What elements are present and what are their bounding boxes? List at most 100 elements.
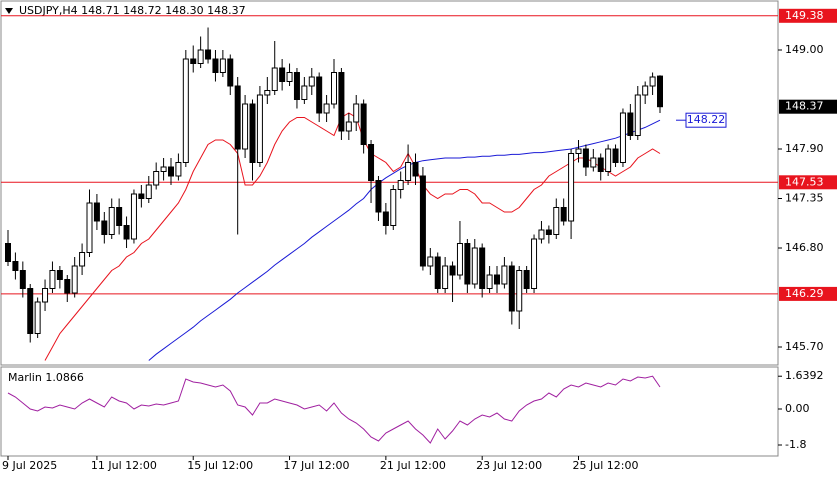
candle-body <box>627 112 634 136</box>
candle-body <box>345 121 352 132</box>
candle-body <box>553 207 560 235</box>
candle-body <box>501 265 508 285</box>
indicator-title: Marlin 1.0866 <box>8 371 84 384</box>
candle-body <box>412 162 419 177</box>
candle-body <box>34 301 41 334</box>
menu-triangle <box>5 8 13 14</box>
candle-body <box>523 270 530 289</box>
candle-body <box>382 211 389 226</box>
candle-body <box>568 153 575 222</box>
candle-body <box>5 243 11 262</box>
candle-body <box>531 238 538 289</box>
candle-body <box>464 243 471 285</box>
candle-body <box>116 207 123 226</box>
candle-body <box>397 180 404 190</box>
candle-body <box>271 67 278 91</box>
x-tick-label: 15 Jul 12:00 <box>187 459 253 472</box>
candle-body <box>642 85 649 96</box>
candle-body <box>108 207 115 235</box>
candle-body <box>449 265 456 276</box>
candle-body <box>479 247 486 289</box>
candle-body <box>286 72 293 82</box>
candle-body <box>442 265 449 289</box>
candle-body <box>123 225 130 240</box>
candle-body <box>634 94 641 136</box>
level-label: 149.38 <box>785 9 824 22</box>
y-tick-label: 147.35 <box>785 192 824 205</box>
candle-body <box>49 270 56 289</box>
level-label: 146.29 <box>785 287 824 300</box>
oscillator-line <box>7 375 661 444</box>
ma-label-box <box>685 112 727 128</box>
candle-body <box>256 94 263 163</box>
x-tick-label: 11 Jul 12:00 <box>91 459 157 472</box>
candle-body <box>471 247 478 285</box>
candle-body <box>153 171 160 186</box>
x-tick-label: 23 Jul 12:00 <box>476 459 542 472</box>
candle-body <box>494 274 500 285</box>
candle-body <box>405 162 412 181</box>
candle-body <box>427 256 434 267</box>
level-label: 147.53 <box>785 175 824 188</box>
level-label-box <box>779 8 837 23</box>
candle-body <box>27 288 34 334</box>
candle-body <box>560 207 567 222</box>
candle-body <box>42 288 49 303</box>
chart-title: USDJPY,H4 148.71 148.72 148.30 148.37 <box>19 4 246 17</box>
candle-body <box>279 67 286 82</box>
candle-body <box>19 270 26 289</box>
candle-body <box>264 90 271 96</box>
ma-line <box>44 112 661 361</box>
candle-body <box>605 148 612 172</box>
x-tick-label: 25 Jul 12:00 <box>573 459 639 472</box>
indicator-tick-label: -1.8 <box>785 438 806 451</box>
candle-body <box>516 270 523 312</box>
candle-body <box>145 184 152 199</box>
indicator-panel-frame <box>0 366 779 457</box>
candle-body <box>205 49 212 60</box>
candle-body <box>293 72 300 100</box>
candle-body <box>197 49 204 64</box>
candle-body <box>657 75 663 108</box>
price-label: 148.37 <box>785 100 824 113</box>
level-label-box <box>779 175 837 190</box>
candle-body <box>619 112 626 163</box>
candle-body <box>242 103 249 150</box>
candle-body <box>130 193 137 240</box>
candle-body <box>316 76 323 114</box>
indicator-tick-label: 0.00 <box>785 402 810 415</box>
candle-body <box>138 193 145 199</box>
candle-body <box>612 148 619 163</box>
candle-body <box>375 180 382 213</box>
candle-body <box>308 76 315 87</box>
y-tick-label: 147.90 <box>785 142 824 155</box>
candle-body <box>190 58 197 64</box>
candle-body <box>368 144 375 181</box>
candle-body <box>545 229 552 235</box>
candle-body <box>101 220 108 235</box>
candle-body <box>79 252 86 267</box>
candle-body <box>590 157 597 168</box>
ma-line <box>148 119 661 361</box>
candle-body <box>538 229 545 240</box>
candle-body <box>56 270 63 280</box>
candle-body <box>582 148 589 168</box>
candle-body <box>160 166 167 172</box>
candle-body <box>575 148 582 154</box>
candle-body <box>434 256 441 289</box>
candle-body <box>93 202 100 222</box>
candle-body <box>649 76 656 87</box>
x-tick-label: 21 Jul 12:00 <box>380 459 446 472</box>
candle-body <box>486 274 493 289</box>
candle-body <box>168 166 174 177</box>
candle-body <box>212 58 219 73</box>
candle-body <box>456 243 463 276</box>
candle-body <box>71 265 78 294</box>
candle-body <box>338 72 345 132</box>
level-label-box <box>779 286 837 301</box>
candle-body <box>175 162 182 177</box>
candle-body <box>508 265 515 312</box>
